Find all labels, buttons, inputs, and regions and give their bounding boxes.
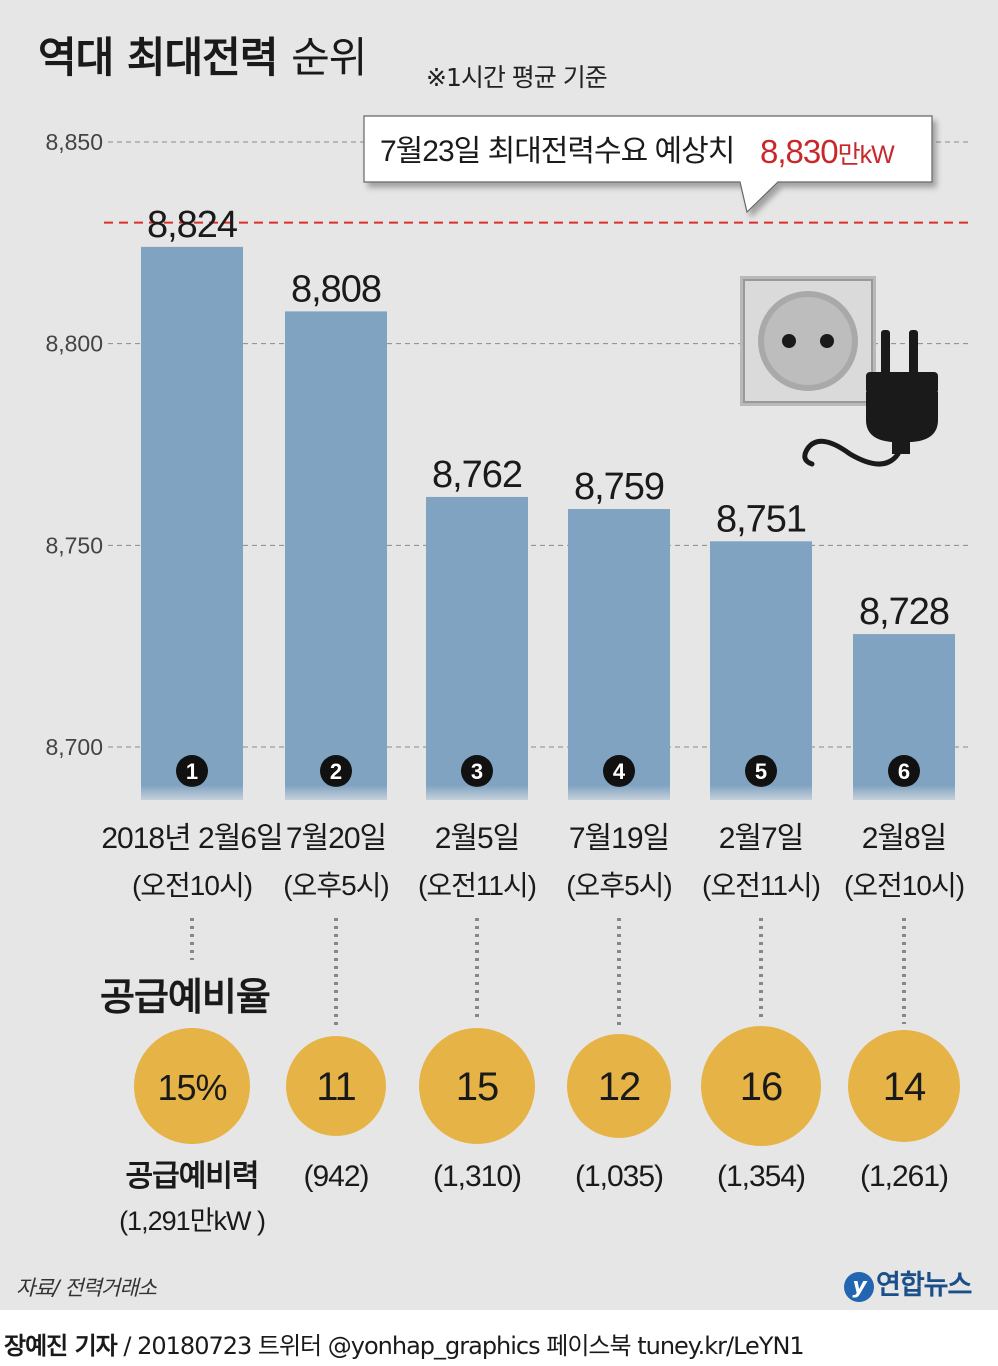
x-category-time: (오후5시): [566, 870, 672, 901]
rank-badge: [888, 755, 920, 787]
reserve-rate-circle: [419, 1028, 535, 1144]
bar: [285, 311, 387, 800]
title-bold: 역대 최대전력: [38, 33, 278, 82]
value-label: 8,759: [574, 466, 664, 508]
bars: [141, 246, 955, 800]
value-label: 8,762: [432, 454, 522, 496]
page-title: 역대 최대전력 순위: [38, 24, 367, 85]
source: 자료/ 전력거래소: [16, 1276, 157, 1300]
callout-unit: 만kW: [838, 141, 896, 169]
x-category-time: (오전11시): [418, 870, 536, 901]
bar: [568, 509, 670, 800]
y-tick-label: 8,850: [45, 129, 103, 155]
rank-number: 1: [186, 759, 198, 784]
power-outlet-icon: [740, 276, 876, 406]
x-axis-categories: 2018년 2월6일 (오전10시) 7월20일 (오후5시) 2월5일 (오전11시) 7…: [101, 822, 965, 901]
callout-value: 8,830만kW: [760, 133, 895, 170]
y-tick-label: 8,800: [45, 331, 103, 357]
reserve-rate-value: 11: [316, 1065, 356, 1109]
connectors: [190, 918, 906, 1030]
callout-box: [363, 115, 933, 214]
reserve-power-value: (1,310): [433, 1160, 521, 1193]
reserve-rate-circles: 15% 11 15 12 16 14: [134, 1026, 960, 1146]
reserve-power-value: (1,261): [860, 1160, 948, 1193]
reserve-rate-value: 12: [598, 1065, 641, 1109]
rank-badge: [320, 755, 352, 787]
basis-note: ※1시간 평균 기준: [426, 63, 608, 92]
title-light: 순위: [291, 33, 367, 82]
rank-number: 2: [330, 759, 342, 784]
reserve-power-value: (1,354): [717, 1160, 805, 1193]
reserve-rate-value: 15: [456, 1065, 499, 1109]
x-category-time: (오후5시): [283, 870, 389, 901]
reserve-power-value: (1,035): [575, 1160, 663, 1193]
rank-badge: [603, 755, 635, 787]
x-category-date: 2월7일: [719, 822, 804, 855]
brand-name: 연합뉴스: [876, 1270, 972, 1301]
value-label: 8,751: [716, 498, 806, 540]
x-category-date: 7월20일: [286, 822, 386, 855]
bar: [141, 246, 243, 800]
reserve-rate-circle: [848, 1030, 960, 1142]
forecast-callout: 7월23일 최대전력수요 예상치 8,830만kW: [363, 115, 933, 214]
x-category-date: 2018년 2월6일: [101, 822, 282, 855]
rank-number: 5: [755, 759, 767, 784]
bar-chart: 8,700 8,750 8,800 8,850 8,824 8,808 8,762 8,75…: [45, 115, 980, 1236]
reserve-power-value: (942): [303, 1160, 368, 1193]
author: 장예진 기자: [4, 1332, 118, 1360]
value-label: 8,728: [859, 591, 949, 633]
x-category-date: 2월5일: [435, 822, 520, 855]
footer-credit: 장예진 기자 / 20180723 트위터 @yonhap_graphics 페…: [4, 1326, 805, 1361]
reserve-power-value: (1,291만kW ): [119, 1206, 265, 1236]
bar-fade: [120, 785, 980, 807]
y-tick-label: 8,750: [45, 532, 103, 558]
x-category-date: 2월8일: [862, 822, 947, 855]
yonhap-logo-icon: y: [844, 1271, 874, 1302]
bar: [426, 496, 528, 800]
reserve-power-title: 공급예비력: [126, 1160, 259, 1193]
x-category-time: (오전10시): [132, 870, 252, 901]
callout-label: 7월23일 최대전력수요 예상치: [380, 135, 734, 168]
x-category-date: 7월19일: [569, 822, 669, 855]
rank-number: 3: [471, 759, 483, 784]
reserve-rate-circle: [134, 1028, 250, 1144]
value-label: 8,808: [291, 268, 381, 310]
rank-badge: [461, 755, 493, 787]
reserve-rate-circle: [286, 1036, 386, 1136]
rank-badge: [745, 755, 777, 787]
rank-number: 4: [613, 759, 626, 784]
rank-badges: 1 2 3 4 5 6: [176, 755, 920, 787]
footer-text: / 20180723 트위터 @yonhap_graphics 페이스북 tun…: [116, 1332, 804, 1360]
x-category-time: (오전10시): [844, 870, 964, 901]
x-category-time: (오전11시): [702, 870, 820, 901]
brand-logo: y 연합뉴스: [844, 1263, 972, 1302]
rank-badge: [176, 755, 208, 787]
rank-number: 6: [898, 759, 910, 784]
reserve-power-labels: 공급예비력 (1,291만kW ) (942) (1,310) (1,035) (1,35…: [119, 1160, 949, 1236]
reserve-rate-circle: [701, 1026, 821, 1146]
value-label: 8,824: [147, 204, 238, 246]
reserve-rate-title: 공급예비율: [100, 975, 271, 1019]
y-tick-label: 8,700: [45, 734, 103, 760]
value-labels: 8,824 8,808 8,762 8,759 8,751 8,728: [147, 204, 950, 633]
reserve-rate-value: 14: [883, 1065, 926, 1109]
reserve-rate-value: 15%: [157, 1067, 226, 1108]
callout-number: 8,830: [760, 133, 838, 170]
y-axis-ticks: 8,700 8,750 8,800 8,850: [45, 129, 103, 760]
plug-icon: [802, 330, 938, 467]
reserve-rate-value: 16: [740, 1065, 783, 1109]
reserve-rate-circle: [567, 1034, 671, 1138]
